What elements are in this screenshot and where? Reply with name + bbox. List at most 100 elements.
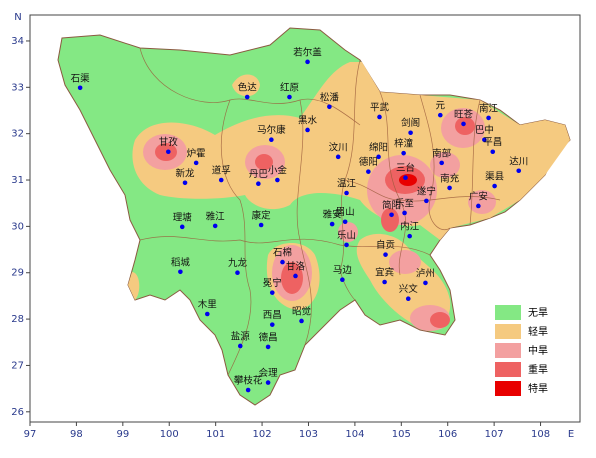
city-label: 攀枝花	[234, 375, 263, 387]
city-label: 色达	[238, 82, 258, 94]
city-label: 红原	[280, 82, 299, 94]
city-point	[382, 279, 387, 285]
severe-drought-areas	[155, 117, 475, 328]
y-tick-label: 28	[11, 314, 24, 325]
city-point	[439, 160, 444, 166]
city-label: 渠县	[485, 171, 504, 183]
city-point	[383, 252, 388, 257]
y-tick-label: 29	[11, 268, 24, 279]
city-label: 内江	[400, 221, 420, 233]
city-point	[424, 198, 429, 204]
city-point	[407, 233, 412, 239]
city-label: 眉山	[336, 207, 355, 218]
y-tick-label: 27	[11, 360, 24, 371]
x-tick-label: 103	[299, 429, 318, 440]
county-boundaries	[139, 47, 501, 376]
legend-swatch	[495, 362, 521, 377]
city-label: 冕宁	[263, 277, 282, 289]
y-tick-label: 32	[11, 129, 24, 140]
city-point	[327, 104, 332, 110]
city-label: 平昌	[483, 137, 502, 148]
city-point	[335, 154, 341, 160]
city-label: 遂宁	[417, 185, 436, 197]
legend-swatch	[495, 305, 521, 320]
city-point	[245, 387, 251, 393]
city-point	[212, 223, 218, 229]
city-label: 德昌	[259, 331, 278, 343]
boundary	[419, 94, 451, 230]
x-tick-label: 101	[206, 429, 225, 440]
moderate-drought-area	[389, 250, 421, 274]
extreme-drought-areas	[399, 174, 417, 186]
city-label: 自贡	[376, 239, 395, 251]
city-label: 兴文	[399, 283, 419, 295]
city-label: 九龙	[228, 257, 248, 269]
boundary	[339, 59, 361, 301]
legend-label: 无旱	[528, 307, 548, 319]
x-tick-label: 107	[485, 429, 504, 440]
moderate-drought-area	[430, 152, 460, 178]
y-tick-label: 26	[11, 407, 24, 418]
boundary	[296, 99, 312, 346]
city-point	[204, 311, 210, 317]
city-label: 甘孜	[159, 136, 179, 148]
city-point	[280, 259, 285, 265]
city-point	[269, 322, 275, 327]
city-point	[299, 318, 304, 324]
city-point	[461, 121, 466, 127]
city-label: 泸州	[416, 268, 435, 279]
city-point	[269, 137, 274, 142]
y-tick-label: 34	[11, 36, 24, 47]
city-label: 会理	[259, 367, 279, 379]
city-point	[305, 59, 310, 65]
x-tick-label: 98	[70, 429, 83, 440]
boundary	[139, 236, 431, 256]
severe-drought-area	[430, 312, 450, 328]
city-point	[490, 149, 496, 155]
x-tick-label: 97	[24, 429, 37, 440]
city-label: 木里	[198, 298, 217, 310]
city-point	[423, 280, 428, 286]
y-tick-label: 33	[11, 82, 24, 93]
legend-label: 轻旱	[528, 325, 548, 338]
north-label: N	[14, 12, 21, 23]
city-point	[293, 273, 298, 279]
severe-drought-area	[381, 208, 399, 232]
city-label: 马尔康	[257, 124, 286, 136]
city-label: 马边	[333, 265, 353, 276]
city-point	[275, 177, 280, 183]
light-drought-area	[132, 62, 570, 240]
city-label: 广安	[469, 190, 488, 202]
city-label: 剑阁	[401, 117, 420, 129]
city-point	[486, 115, 491, 121]
city-point	[344, 242, 349, 248]
city-point	[389, 212, 394, 218]
x-tick-label: 106	[438, 429, 457, 440]
city-label: 达川	[509, 155, 528, 167]
city-label: 南江	[479, 102, 499, 114]
city-point	[269, 290, 275, 295]
city-point	[405, 296, 411, 301]
city-point	[237, 343, 243, 349]
legend-swatch	[495, 381, 521, 396]
city-label: 梓潼	[394, 138, 414, 150]
city-point	[376, 154, 381, 160]
city-point	[402, 210, 407, 216]
city-point	[235, 270, 240, 276]
city-point	[476, 203, 481, 209]
city-label: 盐源	[231, 330, 251, 342]
severe-drought-area	[155, 143, 177, 161]
city-label: 石渠	[71, 72, 91, 84]
city-label: 旺苍	[454, 108, 474, 120]
severe-drought-area	[455, 117, 475, 135]
legend-label: 中旱	[528, 344, 548, 357]
city-label: 若尔盖	[293, 46, 322, 58]
city-point	[179, 224, 185, 230]
boundary	[469, 99, 481, 226]
city-label: 康定	[252, 209, 272, 221]
legend-swatch	[495, 324, 521, 339]
city-label: 西昌	[263, 310, 282, 321]
